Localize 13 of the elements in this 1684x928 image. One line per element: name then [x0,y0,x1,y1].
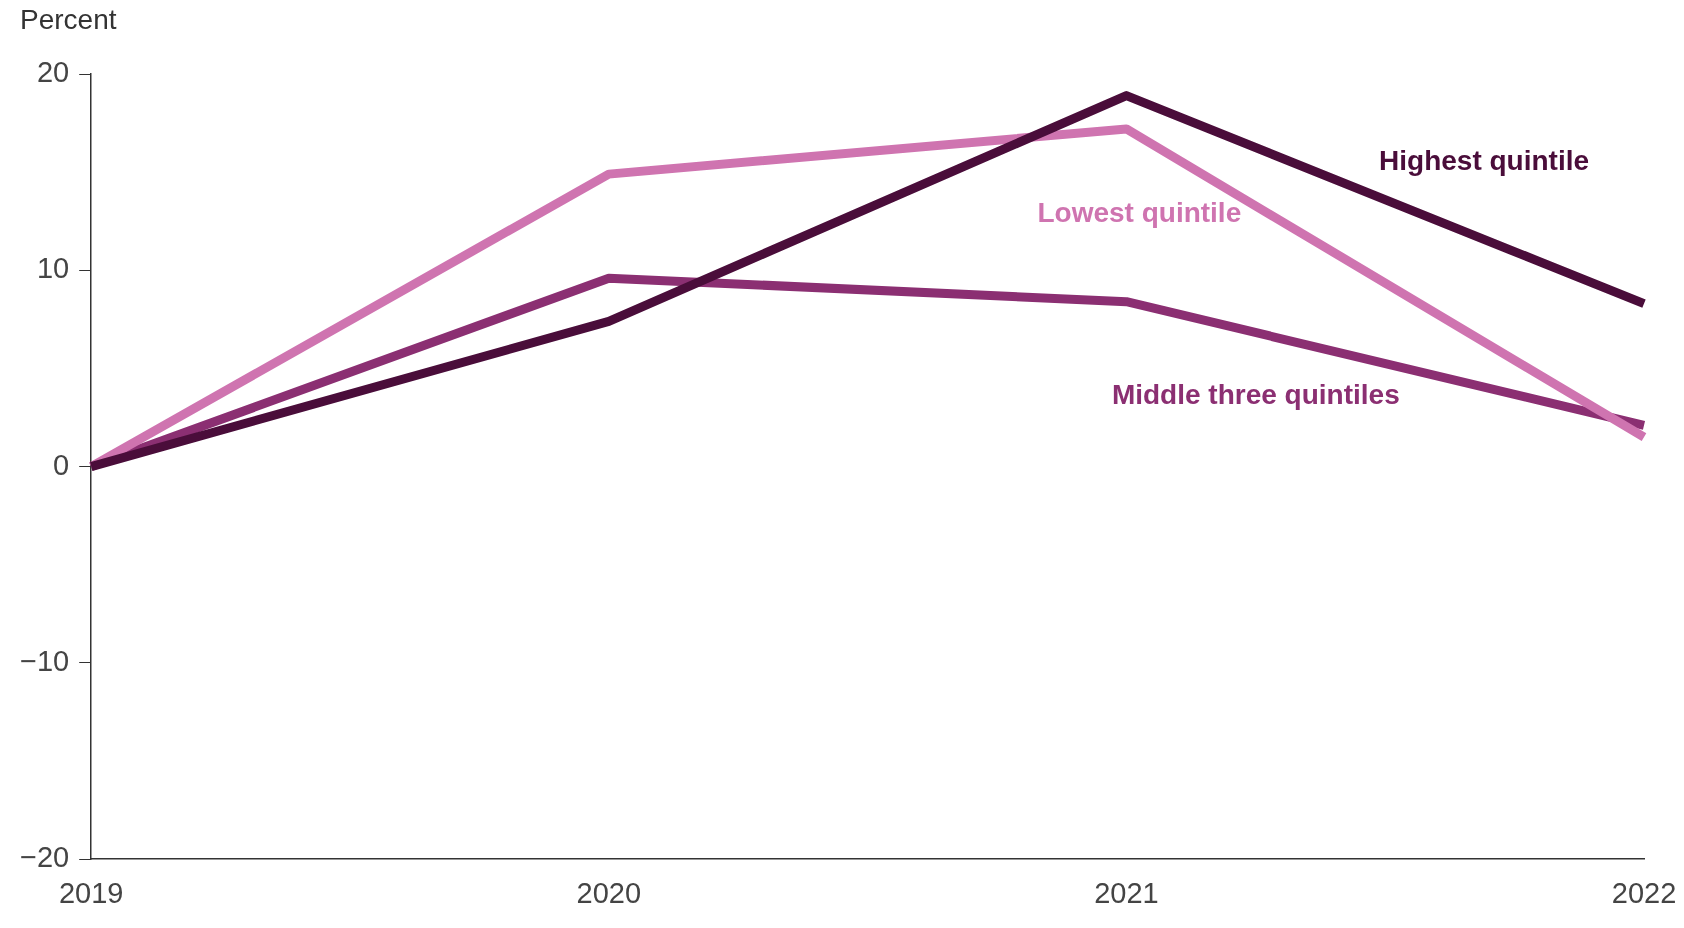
y-tick-label: −20 [19,841,70,874]
x-tick-label: 2020 [576,876,642,909]
x-tick-label: 2019 [58,876,124,909]
y-tick-label: 10 [36,252,70,285]
y-tick-label: 0 [53,448,70,481]
series-label: Lowest quintile [1037,196,1242,228]
series-label: Highest quintile [1379,144,1590,176]
y-tick-label: −10 [19,644,70,677]
series-label: Middle three quintiles [1111,378,1400,410]
x-tick-label: 2021 [1094,876,1159,909]
y-tick-label: 20 [36,56,70,88]
x-tick-label: 2022 [1611,876,1677,909]
y-axis-title: Percent [20,4,117,36]
